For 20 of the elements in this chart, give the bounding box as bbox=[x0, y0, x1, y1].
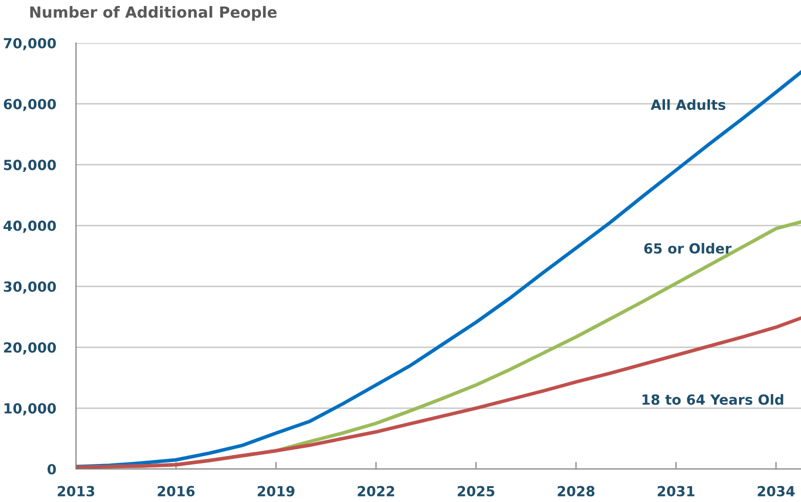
x-tick-label: 2028 bbox=[558, 486, 594, 496]
y-tick-label: 70,000 bbox=[4, 38, 56, 50]
y-tick-label: 30,000 bbox=[4, 281, 56, 294]
chart-title: Number of Additional People bbox=[30, 6, 277, 21]
y-tick-label: 50,000 bbox=[4, 160, 56, 172]
x-tick-label: 2034 bbox=[758, 486, 795, 496]
series-label: 65 or Older bbox=[644, 242, 732, 254]
x-tick-label: 2016 bbox=[158, 486, 195, 496]
text: 18 to 64 Years Old bbox=[642, 394, 784, 405]
y-tick-label: 40,000 bbox=[4, 220, 56, 233]
x-tick-label: 2013 bbox=[58, 486, 94, 496]
y-tick-label: 0 bbox=[48, 464, 56, 474]
x-tick-label: 2031 bbox=[658, 486, 694, 496]
y-tick-label: 10,000 bbox=[4, 403, 56, 416]
y-tick-label: 60,000 bbox=[4, 98, 56, 112]
series-label: All Adults bbox=[650, 99, 726, 110]
x-tick-label: 2022 bbox=[358, 486, 394, 496]
x-tick-label: 2025 bbox=[458, 486, 494, 496]
x-tick-label: 2019 bbox=[258, 486, 294, 496]
y-tick-label: 20,000 bbox=[4, 342, 56, 355]
